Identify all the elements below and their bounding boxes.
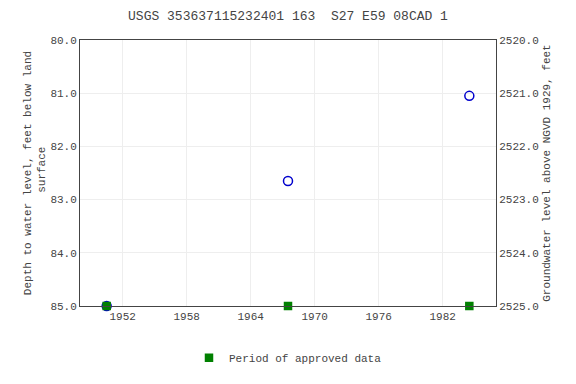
svg-text:Period of approved data: Period of approved data — [229, 353, 381, 365]
svg-text:1958: 1958 — [173, 311, 199, 323]
svg-text:2520.0: 2520.0 — [499, 35, 539, 47]
svg-text:82.0: 82.0 — [50, 141, 76, 153]
svg-text:1964: 1964 — [237, 311, 264, 323]
svg-text:1976: 1976 — [365, 311, 391, 323]
svg-text:Groundwater level above NGVD 1: Groundwater level above NGVD 1929, feet — [541, 44, 553, 301]
svg-text:2525.0: 2525.0 — [499, 301, 539, 313]
svg-text:83.0: 83.0 — [50, 194, 76, 206]
svg-text:2524.0: 2524.0 — [499, 248, 539, 260]
svg-text:2521.0: 2521.0 — [499, 88, 539, 100]
svg-text:2522.0: 2522.0 — [499, 141, 539, 153]
svg-text:81.0: 81.0 — [50, 88, 76, 100]
svg-text:80.0: 80.0 — [50, 35, 76, 47]
svg-text:84.0: 84.0 — [50, 248, 76, 260]
svg-text:Depth to water level, feet bel: Depth to water level, feet below land su… — [22, 51, 48, 295]
svg-text:USGS 353637115232401 163 S27: USGS 353637115232401 163 S27 E59 08CAD 1 — [128, 9, 448, 24]
svg-text:2523.0: 2523.0 — [499, 194, 539, 206]
svg-text:1952: 1952 — [109, 311, 135, 323]
svg-text:1982: 1982 — [429, 311, 455, 323]
svg-text:1970: 1970 — [301, 311, 327, 323]
svg-text:85.0: 85.0 — [50, 301, 76, 313]
